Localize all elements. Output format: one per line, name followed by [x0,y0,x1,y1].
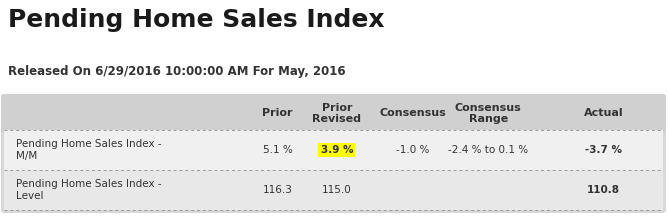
FancyBboxPatch shape [1,94,666,133]
Text: Pending Home Sales Index -
Level: Pending Home Sales Index - Level [16,179,161,201]
Text: -2.4 % to 0.1 %: -2.4 % to 0.1 % [448,145,529,155]
FancyBboxPatch shape [1,94,666,213]
Text: 5.1 %: 5.1 % [263,145,292,155]
Text: Prior
Revised: Prior Revised [312,103,361,124]
Text: Actual: Actual [584,108,624,118]
Text: 116.3: 116.3 [262,185,292,195]
Text: 115.0: 115.0 [322,185,352,195]
Text: Consensus
Range: Consensus Range [455,103,522,124]
Bar [4,170,663,210]
Text: -1.0 %: -1.0 % [396,145,429,155]
Text: Released On 6/29/2016 10:00:00 AM For May, 2016: Released On 6/29/2016 10:00:00 AM For Ma… [8,65,346,78]
Text: -3.7 %: -3.7 % [585,145,622,155]
Text: Consensus: Consensus [379,108,446,118]
Text: Prior: Prior [262,108,293,118]
Bar [4,130,663,170]
Text: 3.9 %: 3.9 % [320,145,353,155]
Text: Pending Home Sales Index: Pending Home Sales Index [8,8,385,32]
Text: Pending Home Sales Index -
M/M: Pending Home Sales Index - M/M [16,139,161,161]
Text: 110.8: 110.8 [587,185,620,195]
